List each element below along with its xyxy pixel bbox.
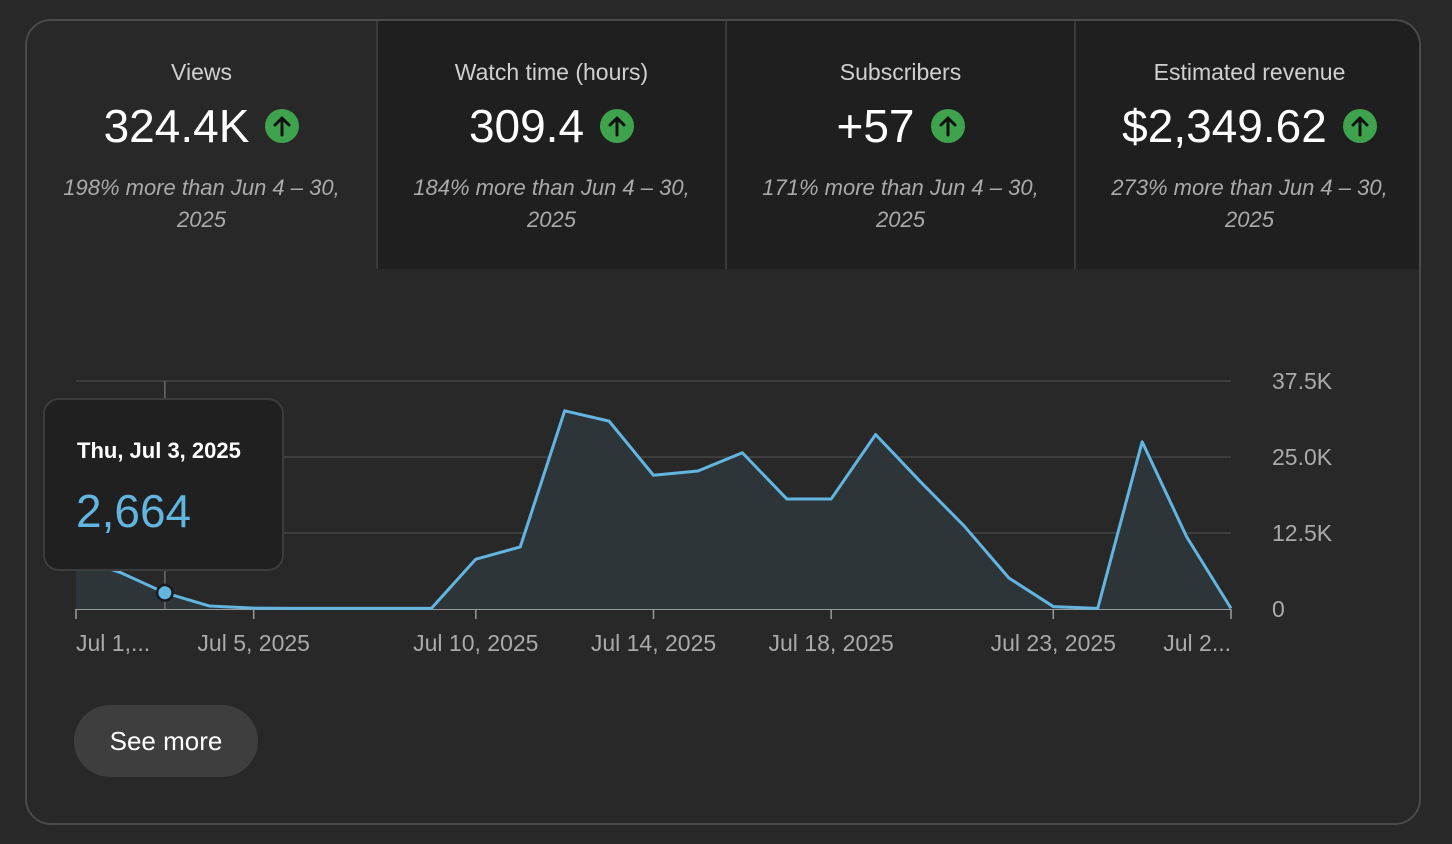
tab-views[interactable]: Views 324.4K 198% more than Jun 4 – 30, …: [27, 21, 376, 269]
tooltip-value: 2,664: [76, 485, 192, 537]
x-tick-label: Jul 2...: [1163, 630, 1231, 656]
series-area: [76, 410, 1231, 609]
comparison-text: 171% more than Jun 4 – 30, 2025: [762, 175, 1039, 232]
highlight-point: [158, 586, 172, 600]
tab-label: Subscribers: [839, 59, 962, 85]
comparison-text: 273% more than Jun 4 – 30, 2025: [1111, 175, 1388, 232]
x-tick-label: Jul 10, 2025: [413, 630, 538, 656]
metric-tabs: Views 324.4K 198% more than Jun 4 – 30, …: [27, 21, 1419, 269]
chart-tooltip: Thu, Jul 3, 2025 2,664: [43, 398, 284, 571]
y-tick-label: 12.5K: [1272, 520, 1333, 546]
y-tick-label: 0: [1272, 596, 1285, 622]
series-line: [75, 409, 1233, 610]
tab-label: Views: [171, 59, 232, 85]
tab-watch-time[interactable]: Watch time (hours) 309.4 184% more than …: [376, 21, 725, 269]
metric-value: +57: [836, 100, 915, 152]
x-tick-label: Jul 5, 2025: [197, 630, 310, 656]
arrow-up-icon: [265, 109, 300, 143]
analytics-card: Views 324.4K 198% more than Jun 4 – 30, …: [25, 19, 1421, 825]
tab-label: Estimated revenue: [1153, 59, 1346, 85]
tab-label: Watch time (hours): [454, 59, 649, 85]
views-chart[interactable]: 0 12.5K 25.0K 37.5K Jul 1,... Jul 5, 2025 Jul …: [27, 21, 1421, 825]
comparison-text: 184% more than Jun 4 – 30, 2025: [413, 175, 690, 232]
x-tick-label: Jul 14, 2025: [591, 630, 716, 656]
x-tick-label: Jul 1,...: [76, 630, 150, 656]
x-tick-label: Jul 23, 2025: [991, 630, 1116, 656]
comparison-text: 198% more than Jun 4 – 30, 2025: [63, 175, 340, 232]
x-tick-label: Jul 18, 2025: [769, 630, 894, 656]
metric-value: 324.4K: [103, 100, 250, 152]
y-tick-label: 37.5K: [1272, 368, 1333, 394]
arrow-up-icon: [1342, 109, 1377, 143]
see-more-button[interactable]: See more: [74, 705, 258, 777]
metric-value: 309.4: [468, 100, 585, 152]
arrow-up-icon: [600, 109, 635, 143]
tooltip-date: Thu, Jul 3, 2025: [77, 438, 241, 463]
arrow-up-icon: [930, 109, 965, 143]
tab-subscribers[interactable]: Subscribers +57 171% more than Jun 4 – 3…: [725, 21, 1074, 269]
tab-estimated-revenue[interactable]: Estimated revenue $2,349.62 273% more th…: [1074, 21, 1419, 269]
y-tick-label: 25.0K: [1272, 444, 1333, 470]
metric-value: $2,349.62: [1122, 100, 1327, 152]
